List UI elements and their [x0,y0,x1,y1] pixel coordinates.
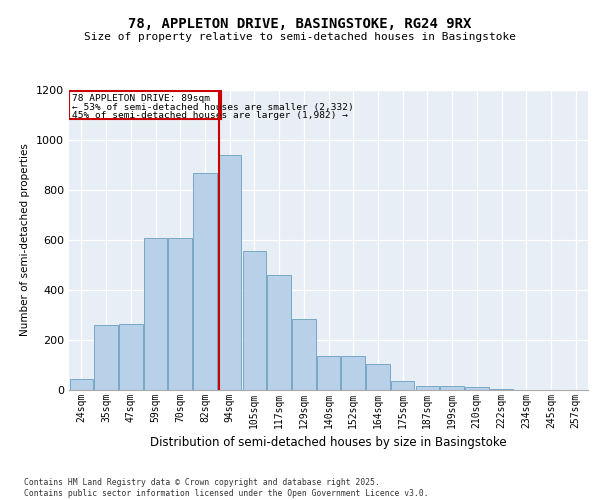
Bar [317,356,340,390]
Bar [218,155,241,390]
Bar [268,275,291,390]
Text: ← 53% of semi-detached houses are smaller (2,332): ← 53% of semi-detached houses are smalle… [72,103,354,112]
Bar [490,389,513,390]
Bar [292,319,316,390]
X-axis label: Distribution of semi-detached houses by size in Basingstoke: Distribution of semi-detached houses by … [150,436,507,450]
Text: Contains HM Land Registry data © Crown copyright and database right 2025.
Contai: Contains HM Land Registry data © Crown c… [24,478,428,498]
Text: 78, APPLETON DRIVE, BASINGSTOKE, RG24 9RX: 78, APPLETON DRIVE, BASINGSTOKE, RG24 9R… [128,18,472,32]
Bar [193,172,217,390]
Y-axis label: Number of semi-detached properties: Number of semi-detached properties [20,144,31,336]
Bar [391,381,415,390]
Bar [440,386,464,390]
Bar [144,238,167,390]
Text: 45% of semi-detached houses are larger (1,982) →: 45% of semi-detached houses are larger (… [72,112,348,120]
Bar [341,356,365,390]
Text: 78 APPLETON DRIVE: 89sqm: 78 APPLETON DRIVE: 89sqm [72,94,210,103]
Bar [416,386,439,390]
Bar [70,379,93,390]
Bar [119,324,143,390]
Bar [94,325,118,390]
Text: Size of property relative to semi-detached houses in Basingstoke: Size of property relative to semi-detach… [84,32,516,42]
Bar [366,364,389,390]
Bar [169,238,192,390]
FancyBboxPatch shape [70,91,221,118]
Bar [242,251,266,390]
Bar [465,387,488,390]
